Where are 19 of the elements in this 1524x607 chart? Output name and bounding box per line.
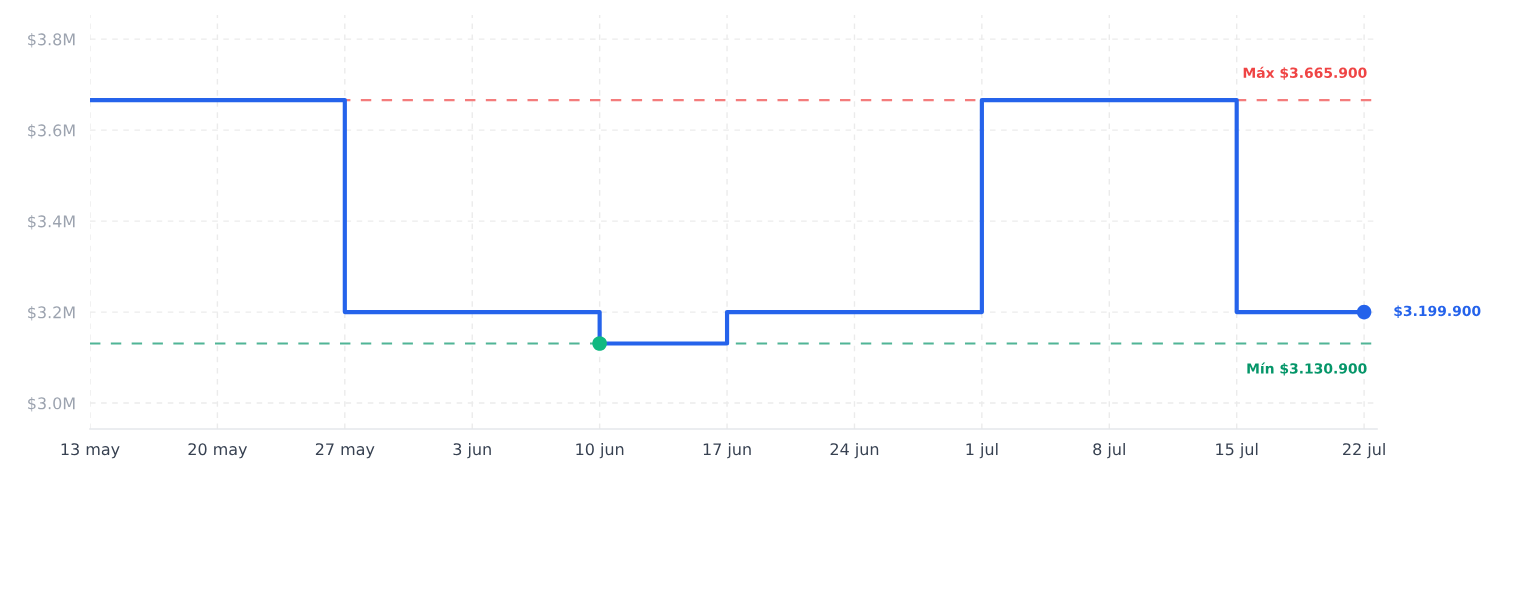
x-tick-label: 17 jun bbox=[703, 442, 751, 459]
x-tick-label: 10 jun bbox=[576, 442, 624, 459]
x-tick-label: 13 may bbox=[61, 443, 120, 459]
x-tick-label: 20 may bbox=[188, 443, 248, 459]
x-tick-label: 24 jun bbox=[830, 442, 879, 459]
x-tick-label: 27 may bbox=[315, 443, 375, 459]
y-tick-label: $3.6M bbox=[28, 124, 75, 139]
ref-line-label: Mín $3.130.900 bbox=[1247, 362, 1367, 376]
y-tick-label: $3.2M bbox=[28, 306, 75, 321]
x-tick-label: 8 jul bbox=[1093, 442, 1125, 459]
x-tick-label: 15 jul bbox=[1216, 442, 1258, 459]
y-tick-label: $3.8M bbox=[28, 33, 75, 48]
x-tick-label: 22 jul bbox=[1343, 442, 1385, 459]
y-tick-label: $3.4M bbox=[28, 215, 75, 230]
annotation: $3.199.900 bbox=[1394, 305, 1481, 318]
y-tick-label: $3.0M bbox=[28, 397, 75, 412]
ref-line-label: Máx $3.665.900 bbox=[1243, 66, 1367, 80]
x-tick-label: 1 jul bbox=[966, 442, 998, 459]
x-tick-label: 3 jun bbox=[453, 442, 491, 459]
